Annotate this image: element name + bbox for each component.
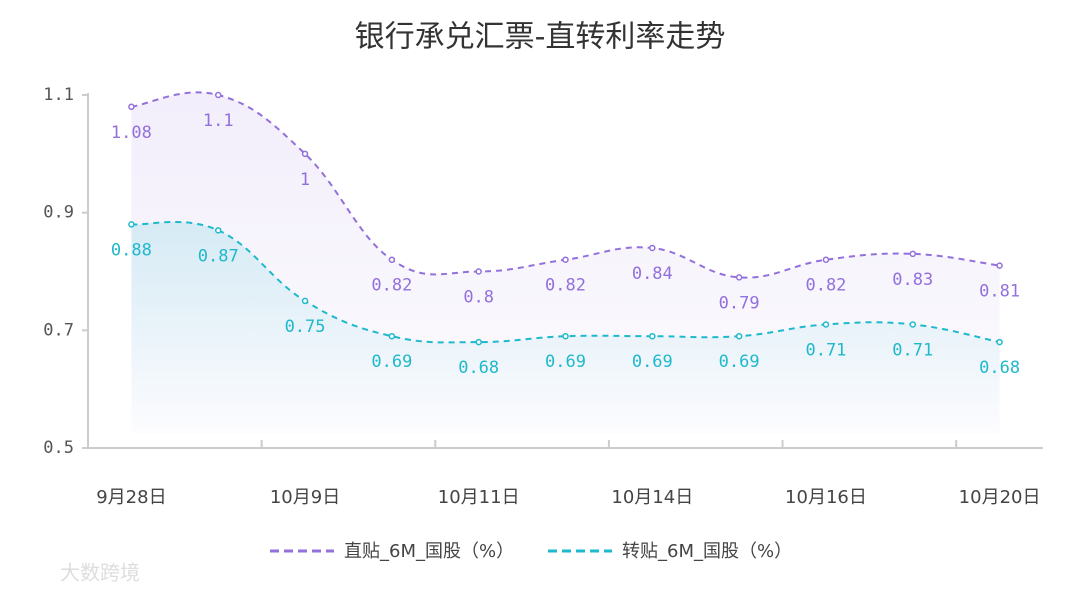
point <box>388 332 396 340</box>
data-label: 0.69 <box>371 352 412 372</box>
point <box>301 297 309 305</box>
point <box>735 274 743 281</box>
point <box>562 256 569 263</box>
point <box>909 250 917 258</box>
point <box>214 227 222 234</box>
data-label: 0.81 <box>979 282 1020 302</box>
area <box>131 221 1000 434</box>
point <box>562 332 569 340</box>
point <box>475 338 482 346</box>
data-label: 0.68 <box>979 358 1020 378</box>
data-label: 0.82 <box>545 276 586 296</box>
data-label: 0.71 <box>892 340 933 360</box>
point <box>128 103 135 111</box>
point <box>996 262 1003 269</box>
point <box>909 321 917 328</box>
point <box>822 256 830 263</box>
legend-label: 转贴_6M_国股（%） <box>622 541 792 562</box>
data-label: 0.84 <box>632 264 673 284</box>
data-label: 1.1 <box>203 111 234 131</box>
data-label: 0.69 <box>719 352 760 372</box>
y-tick-label: 0.5 <box>43 438 74 458</box>
x-tick-label: 10月20日 <box>959 487 1041 508</box>
data-label: 0.83 <box>892 270 933 290</box>
x-tick-label: 10月11日 <box>438 487 520 508</box>
point <box>301 150 309 158</box>
data-label: 0.75 <box>285 317 326 337</box>
data-label: 0.88 <box>111 240 152 260</box>
legend-label: 直贴_6M_国股（%） <box>344 541 514 562</box>
data-label: 0.69 <box>545 352 586 372</box>
data-label: 0.79 <box>719 293 760 313</box>
x-tick-label: 9月28日 <box>96 487 166 508</box>
data-label: 0.8 <box>463 288 494 308</box>
point <box>214 91 222 99</box>
point <box>822 321 830 328</box>
y-tick-label: 1.1 <box>43 85 74 105</box>
data-label: 0.82 <box>371 276 412 296</box>
point <box>128 221 135 228</box>
point <box>996 338 1003 346</box>
point <box>649 244 656 252</box>
chart-title: 银行承兑汇票-直转利率走势 <box>355 20 726 55</box>
x-tick-label: 10月16日 <box>785 487 867 508</box>
point <box>388 256 396 263</box>
data-label: 0.69 <box>632 352 673 372</box>
watermark: 大数跨境 <box>60 561 140 585</box>
x-tick-label: 10月14日 <box>611 487 693 508</box>
y-tick-label: 0.7 <box>43 320 74 340</box>
data-label: 1.08 <box>111 123 152 143</box>
point <box>475 268 482 275</box>
line <box>131 91 1000 279</box>
point <box>735 332 743 340</box>
data-label: 0.82 <box>805 276 846 296</box>
data-label: 1 <box>300 170 310 190</box>
data-label: 0.71 <box>805 340 846 360</box>
data-label: 0.87 <box>198 246 239 266</box>
point <box>649 332 656 340</box>
y-tick-label: 0.9 <box>43 203 74 223</box>
line <box>131 220 1000 344</box>
x-tick-label: 10月9日 <box>270 487 340 508</box>
data-label: 0.68 <box>458 358 499 378</box>
